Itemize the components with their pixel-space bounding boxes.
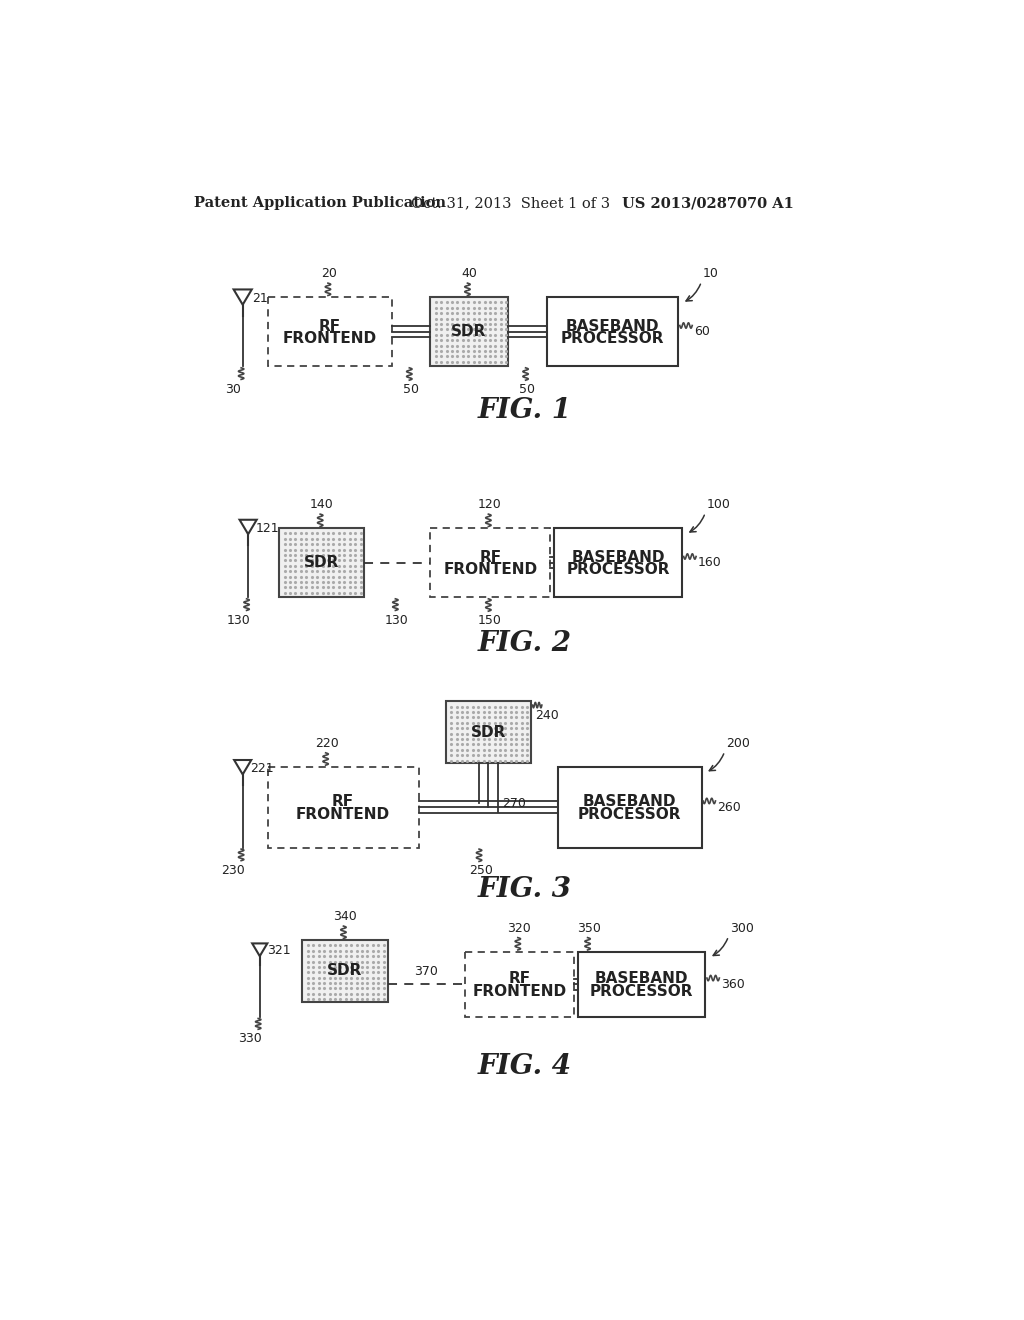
Text: FIG. 2: FIG. 2 [478,630,571,657]
Text: RF: RF [318,318,341,334]
Text: US 2013/0287070 A1: US 2013/0287070 A1 [623,197,795,210]
Text: 30: 30 [225,383,242,396]
Bar [578,952,706,1016]
Text: 350: 350 [578,921,601,935]
Text: 100: 100 [707,498,731,511]
Text: 150: 150 [478,614,502,627]
Text: 321: 321 [267,944,291,957]
Text: FRONTEND: FRONTEND [472,983,566,999]
Text: 221: 221 [251,762,274,775]
Bar [558,767,701,847]
Text: PROCESSOR: PROCESSOR [566,562,670,577]
Text: SDR: SDR [471,725,506,739]
Text: FRONTEND: FRONTEND [296,807,390,821]
Text: Oct. 31, 2013  Sheet 1 of 3: Oct. 31, 2013 Sheet 1 of 3 [411,197,610,210]
Text: PROCESSOR: PROCESSOR [579,807,682,821]
Text: RF: RF [479,549,502,565]
Text: 40: 40 [461,267,477,280]
Text: PROCESSOR: PROCESSOR [590,983,693,999]
Text: RF: RF [332,795,354,809]
Text: 330: 330 [239,1032,262,1045]
Text: 50: 50 [519,383,536,396]
Text: BASEBAND: BASEBAND [571,549,665,565]
Text: 120: 120 [478,498,502,511]
Bar [554,528,682,597]
Bar [430,297,508,367]
Text: SDR: SDR [328,964,362,978]
Text: 130: 130 [227,614,251,627]
Text: 130: 130 [385,614,409,627]
Bar [267,767,419,847]
Text: FIG. 1: FIG. 1 [478,397,571,425]
Text: 10: 10 [703,267,719,280]
Text: SDR: SDR [452,325,486,339]
Text: 140: 140 [310,498,334,511]
Text: BASEBAND: BASEBAND [583,795,677,809]
Text: 121: 121 [256,523,280,536]
Text: 230: 230 [221,865,246,878]
Text: 360: 360 [721,978,744,991]
Text: 340: 340 [333,909,357,923]
Text: 250: 250 [469,865,493,878]
Text: 260: 260 [717,801,740,813]
Text: FRONTEND: FRONTEND [283,331,377,346]
Text: 220: 220 [315,737,339,750]
Text: BASEBAND: BASEBAND [595,972,688,986]
Text: 200: 200 [726,737,751,750]
Bar [465,952,573,1016]
Bar [280,528,365,597]
Text: FRONTEND: FRONTEND [443,562,538,577]
Text: SDR: SDR [304,556,339,570]
Text: Patent Application Publication: Patent Application Publication [194,197,445,210]
Bar [445,701,531,763]
Text: 160: 160 [697,556,721,569]
Text: 50: 50 [402,383,419,396]
Text: 20: 20 [322,267,338,280]
Text: PROCESSOR: PROCESSOR [560,331,665,346]
Text: 270: 270 [503,797,526,809]
Bar [430,528,550,597]
Text: RF: RF [508,972,530,986]
Text: 60: 60 [693,325,710,338]
Bar [302,940,388,1002]
Bar [547,297,678,367]
Bar [267,297,391,367]
Text: 21: 21 [252,292,267,305]
Text: 240: 240 [535,709,559,722]
Text: 300: 300 [730,921,754,935]
Text: 370: 370 [415,965,438,978]
Text: 320: 320 [508,921,531,935]
Text: FIG. 3: FIG. 3 [478,876,571,903]
Text: FIG. 4: FIG. 4 [478,1053,571,1081]
Text: BASEBAND: BASEBAND [565,318,659,334]
